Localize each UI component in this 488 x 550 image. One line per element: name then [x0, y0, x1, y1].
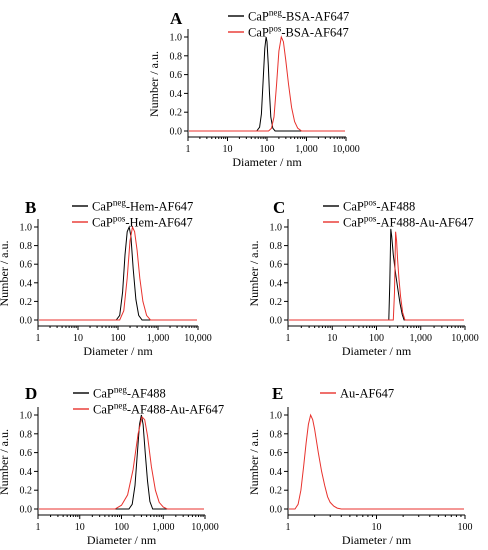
x-tick-label: 10 — [75, 522, 85, 533]
y-tick-label: 0.0 — [20, 505, 33, 516]
series-line — [39, 414, 204, 510]
x-tick-label: 1 — [286, 522, 291, 533]
y-tick-label: 0.4 — [270, 278, 283, 289]
legend-entry: CaPneg-AF488-Au-AF647 — [93, 401, 224, 417]
x-tick-label: 1,000 — [410, 333, 433, 344]
x-tick-label: 100 — [114, 522, 129, 533]
y-tick-label: 0.4 — [170, 89, 183, 100]
y-tick-label: 1.0 — [270, 223, 283, 234]
panel-d: D 0.0 0.2 0.4 0.6 0.8 1.0 1 10 100 1,000 10,000 Diam… — [0, 384, 224, 547]
panel-a: A 0.0 0.2 0.4 0.6 0.8 1.0 1 10 100 1,000 10,000 Diam… — [147, 8, 360, 170]
y-tick-label: 0.6 — [20, 448, 33, 459]
x-tick-label: 10 — [73, 333, 83, 344]
y-tick-label: 0.6 — [170, 70, 183, 81]
y-tick-label: 0.2 — [270, 297, 283, 308]
series-line — [189, 36, 345, 132]
y-tick-label: 0.4 — [270, 467, 283, 478]
panel-letter: D — [25, 384, 37, 403]
x-tick-label: 10,000 — [451, 333, 479, 344]
panel-letter: C — [273, 198, 285, 217]
y-tick-label: 0.6 — [270, 260, 283, 271]
series-line — [39, 415, 204, 510]
x-tick-label: 1 — [286, 333, 291, 344]
y-tick-label: 0.8 — [270, 241, 283, 252]
y-tick-label: 0.0 — [270, 316, 283, 327]
series-line — [289, 413, 464, 510]
legend-entry: CaPneg-AF488 — [93, 385, 166, 401]
y-tick-label: 0.0 — [20, 316, 33, 327]
x-tick-label: 100 — [111, 333, 126, 344]
x-tick-label: 100 — [260, 144, 275, 155]
y-tick-label: 1.0 — [170, 33, 183, 44]
y-tick-label: 0.8 — [20, 429, 33, 440]
legend-entry: CaPpos-BSA-AF647 — [248, 24, 349, 40]
y-tick-label: 0.2 — [270, 486, 283, 497]
y-axis-label: Number / a.u. — [247, 241, 261, 307]
legend-entry: CaPneg-BSA-AF647 — [248, 8, 349, 24]
series-line — [189, 35, 345, 132]
x-tick-label: 10,000 — [332, 144, 360, 155]
x-tick-label: 10 — [327, 333, 337, 344]
x-tick-label: 10,000 — [191, 522, 219, 533]
legend-entry: CaPpos-AF488 — [343, 198, 415, 214]
y-tick-label: 0.8 — [20, 241, 33, 252]
x-tick-label: 100 — [369, 333, 384, 344]
panel-c: C 0.0 0.2 0.4 0.6 0.8 1.0 1 10 100 1,000 10,000 Diam… — [247, 198, 479, 359]
y-tick-label: 0.2 — [20, 486, 33, 497]
panel-b: B 0.0 0.2 0.4 0.6 0.8 1.0 1 10 100 1,000 10,000 Diam… — [0, 198, 212, 359]
x-tick-label: 1 — [186, 144, 191, 155]
y-tick-label: 0.8 — [170, 51, 183, 62]
x-tick-label: 1,000 — [152, 522, 175, 533]
y-tick-label: 0.0 — [170, 127, 183, 138]
panel-e: E 0.0 0.2 0.4 0.6 0.8 1.0 1 10 100 Diameter / nm Nu… — [247, 384, 473, 547]
y-tick-label: 0.8 — [270, 429, 283, 440]
y-tick-label: 0.6 — [20, 260, 33, 271]
y-tick-label: 0.4 — [20, 278, 33, 289]
y-tick-label: 1.0 — [270, 411, 283, 422]
y-axis-label: Number / a.u. — [0, 241, 11, 307]
series-line — [39, 225, 197, 321]
x-tick-label: 10 — [223, 144, 233, 155]
y-tick-label: 0.0 — [270, 505, 283, 516]
y-tick-label: 0.6 — [270, 448, 283, 459]
series-line — [289, 228, 464, 321]
x-tick-label: 1 — [36, 333, 41, 344]
x-axis-label: Diameter / nm — [342, 533, 412, 547]
y-tick-label: 0.2 — [170, 108, 183, 119]
x-tick-label: 10 — [372, 522, 382, 533]
legend-entry: CaPneg-Hem-AF647 — [92, 198, 193, 214]
x-axis-label: Diameter / nm — [342, 344, 412, 358]
x-tick-label: 1,000 — [295, 144, 318, 155]
legend-entry: CaPpos-AF488-Au-AF647 — [343, 214, 474, 230]
y-tick-label: 1.0 — [20, 223, 33, 234]
series-line — [39, 225, 197, 321]
y-tick-label: 1.0 — [20, 411, 33, 422]
x-axis-label: Diameter / nm — [83, 344, 153, 358]
x-tick-label: 1,000 — [147, 333, 170, 344]
x-axis-label: Diameter / nm — [232, 155, 302, 169]
y-axis-label: Number / a.u. — [147, 51, 161, 117]
y-tick-label: 0.4 — [20, 467, 33, 478]
panel-letter: B — [25, 198, 36, 217]
series-line — [289, 231, 464, 321]
x-axis-label: Diameter / nm — [87, 533, 157, 547]
y-axis-label: Number / a.u. — [0, 429, 11, 495]
x-tick-label: 100 — [458, 522, 473, 533]
y-tick-label: 0.2 — [20, 297, 33, 308]
legend-entry: CaPpos-Hem-AF647 — [92, 214, 193, 230]
panel-letter: E — [272, 384, 283, 403]
panel-letter: A — [170, 9, 183, 28]
x-tick-label: 1 — [36, 522, 41, 533]
x-tick-label: 10,000 — [184, 333, 212, 344]
y-axis-label: Number / a.u. — [247, 429, 261, 495]
legend-entry: Au-AF647 — [340, 387, 394, 401]
